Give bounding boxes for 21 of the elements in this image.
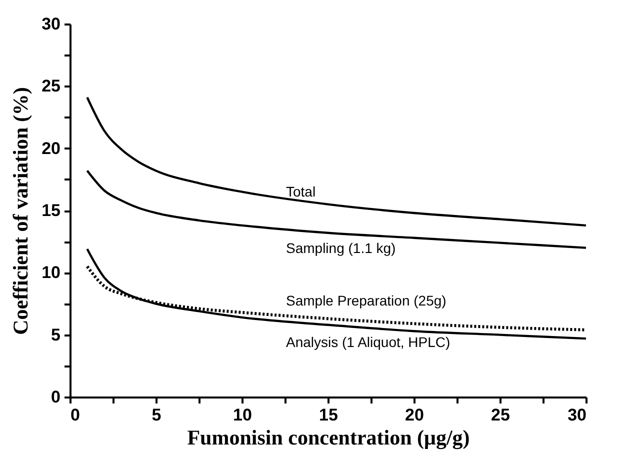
x-tick-label: 10 [233,406,252,424]
series-label: Total [286,183,316,200]
series-label: Analysis (1 Aliquot, HPLC) [286,334,450,350]
y-tick-label: 10 [42,263,60,282]
x-tick-label: 30 [568,406,586,424]
line-series [86,96,586,227]
y-tick-label: 15 [42,201,60,220]
x-axis-title: Fumonisin concentration (μg/g) [187,426,470,450]
y-tick-label: 30 [42,14,60,34]
x-tick-label: 0 [70,406,80,424]
y-tick-label: 25 [42,76,60,96]
y-tick-label: 20 [42,138,60,158]
x-tick-label: 5 [152,406,162,424]
y-tick-label: 5 [51,325,60,344]
y-axis-title: Coefficient of variation (%) [8,87,33,335]
x-tick-label: 20 [405,406,424,424]
x-tick-label: 15 [319,406,338,424]
y-tick-label: 0 [51,388,60,406]
series-label: Sample Preparation (25g) [286,292,446,309]
x-tick-label: 25 [491,406,510,424]
series-label: Sampling (1.1 kg) [286,240,396,256]
